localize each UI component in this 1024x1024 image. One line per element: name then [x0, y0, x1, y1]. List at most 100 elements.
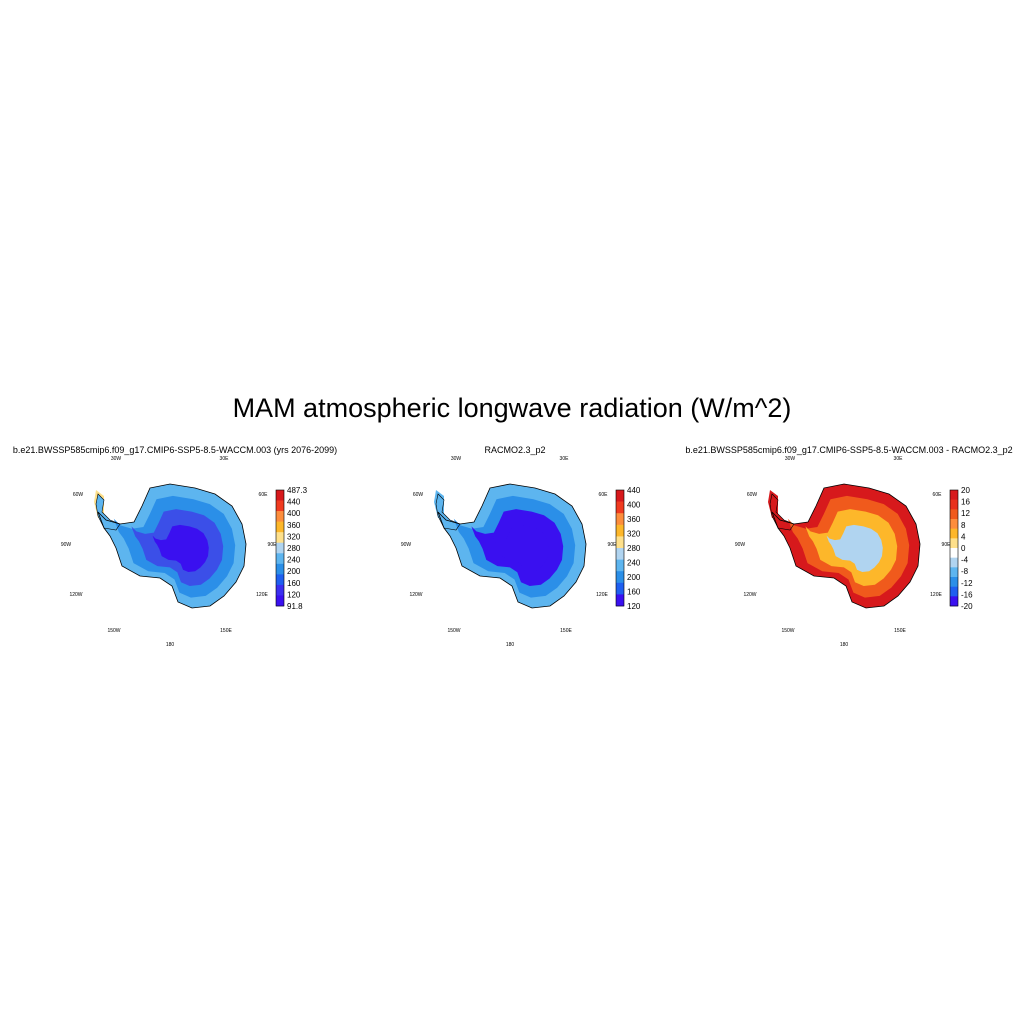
longitude-label: 180	[840, 642, 849, 648]
longitude-label: 60W	[73, 492, 84, 498]
longitude-label: 90W	[401, 542, 412, 548]
longitude-label: 30E	[560, 456, 570, 462]
colorbar-swatch	[950, 509, 958, 520]
colorbar-swatch	[950, 499, 958, 510]
colorbar-swatch	[616, 536, 624, 549]
colorbar-label: -8	[961, 567, 969, 576]
colorbar-swatch	[616, 524, 624, 537]
colorbar-label: 120	[627, 602, 641, 611]
longitude-label: 60E	[599, 492, 609, 498]
longitude-label: 60E	[933, 492, 943, 498]
longitude-label: 60E	[259, 492, 269, 498]
colorbar-swatch	[950, 577, 958, 587]
coastline	[97, 483, 247, 609]
colorbar-swatch	[950, 557, 958, 568]
colorbar-swatch	[950, 490, 958, 500]
longitude-label: 90E	[268, 542, 278, 548]
colorbar-swatch	[276, 490, 284, 501]
colorbar-swatch	[276, 595, 284, 607]
colorbar-label: 280	[287, 544, 301, 553]
core-field	[826, 524, 883, 572]
colorbar-swatch	[276, 521, 284, 533]
colorbar-swatch	[616, 571, 624, 584]
longitude-label: 30W	[451, 456, 462, 462]
colorbar-swatch	[276, 563, 284, 575]
colorbar-swatch	[950, 528, 958, 539]
coastline	[771, 483, 921, 609]
colorbar-label: 91.8	[287, 602, 303, 611]
core-field	[152, 524, 209, 572]
longitude-label: 180	[506, 642, 515, 648]
colorbar-swatch	[276, 542, 284, 554]
longitude-label: 90E	[608, 542, 618, 548]
longitude-label: 120W	[743, 592, 756, 598]
colorbar-label: 20	[961, 486, 970, 495]
colorbar-label: 440	[287, 498, 301, 507]
colorbar-label: -16	[961, 590, 973, 599]
colorbar-swatch	[616, 582, 624, 595]
colorbar-swatch	[616, 594, 624, 607]
colorbar-label: 200	[627, 573, 641, 582]
longitude-label: 150W	[781, 628, 794, 634]
longitude-label: 150E	[560, 628, 572, 634]
colorbar-swatch	[950, 519, 958, 529]
colorbar-swatch	[276, 574, 284, 586]
longitude-label: 30E	[894, 456, 904, 462]
longitude-label: 90W	[61, 542, 72, 548]
antarctica-map: 30W 30E 60W 60E 90W 90E 120W 120E 150W 150E 180 440…	[401, 456, 641, 648]
longitude-label: 150E	[894, 628, 906, 634]
longitude-label: 120W	[69, 592, 82, 598]
colorbar-swatch	[950, 596, 958, 607]
colorbar-swatch	[950, 567, 958, 578]
colorbar-label: 360	[287, 521, 301, 530]
colorbar-label: 8	[961, 521, 966, 530]
colorbar-label: -4	[961, 556, 969, 565]
colorbar-label: 0	[961, 544, 966, 553]
colorbar-label: 160	[627, 588, 641, 597]
colorbar-swatch	[616, 501, 624, 514]
longitude-label: 150E	[220, 628, 232, 634]
colorbar-swatch	[616, 559, 624, 572]
longitude-label: 120E	[596, 592, 608, 598]
antarctica-map: 30W 30E 60W 60E 90W 90E 120W 120E 150W 150E 180 20 1…	[735, 456, 973, 648]
colorbar-label: 16	[961, 498, 970, 507]
colorbar-label: 400	[627, 501, 641, 510]
colorbar-swatch	[950, 548, 958, 558]
peninsula-coastline	[769, 493, 795, 531]
colorbar-label: -20	[961, 602, 973, 611]
map-panel-model: b.e21.BWSSP585cmip6.f09_g17.CMIP6-SSP5-8…	[0, 440, 350, 660]
colorbar-swatch	[276, 553, 284, 565]
antarctica-map: 30W 30E 60W 60E 90W 90E 120W 120E 150W 150E 180 487…	[61, 456, 308, 648]
colorbar-label: 487.3	[287, 486, 308, 495]
colorbar-swatch	[616, 548, 624, 560]
colorbar-label: 320	[287, 532, 301, 541]
figure-title: MAM atmospheric longwave radiation (W/m^…	[232, 393, 792, 423]
colorbar-label: 400	[287, 509, 301, 518]
map-panel-difference: b.e21.BWSSP585cmip6.f09_g17.CMIP6-SSP5-8…	[674, 440, 1024, 660]
longitude-label: 120E	[930, 592, 942, 598]
colorbar-swatch	[950, 586, 958, 597]
colorbar-label: 360	[627, 515, 641, 524]
colorbar-swatch	[276, 532, 284, 544]
coastline	[437, 483, 587, 609]
longitude-label: 60W	[747, 492, 758, 498]
colorbar-swatch	[276, 500, 284, 512]
longitude-label: 30W	[785, 456, 796, 462]
colorbar-label: 4	[961, 532, 966, 541]
colorbar-label: 200	[287, 567, 301, 576]
colorbar-swatch	[276, 584, 284, 596]
longitude-label: 120E	[256, 592, 268, 598]
colorbar-label: 120	[287, 590, 301, 599]
longitude-label: 120W	[409, 592, 422, 598]
longitude-label: 180	[166, 642, 175, 648]
panel-title: b.e21.BWSSP585cmip6.f09_g17.CMIP6-SSP5-8…	[685, 445, 1013, 455]
colorbar-swatch	[276, 511, 284, 522]
colorbar-swatch	[616, 513, 624, 526]
longitude-label: 90E	[942, 542, 952, 548]
colorbar-label: 280	[627, 544, 641, 553]
colorbar-label: 12	[961, 509, 970, 518]
longitude-label: 90W	[735, 542, 746, 548]
colorbar-swatch	[616, 490, 624, 502]
peninsula-coastline	[95, 493, 121, 531]
panel-title: b.e21.BWSSP585cmip6.f09_g17.CMIP6-SSP5-8…	[12, 445, 338, 455]
